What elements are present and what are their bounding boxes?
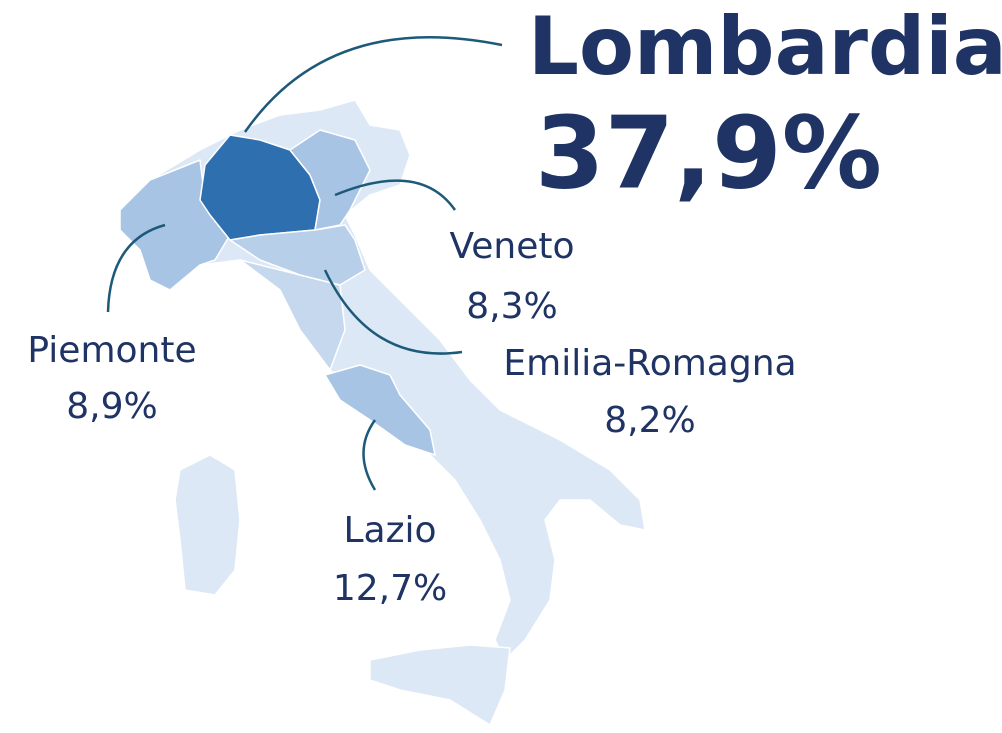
italy-map: [119, 99, 646, 726]
sardegna: [174, 454, 241, 596]
leader-lines: [106, 35, 503, 491]
region-name: Veneto: [449, 226, 574, 267]
region-name: Lazio: [343, 510, 436, 551]
sicilia: [369, 644, 511, 726]
region-share: 8,9%: [66, 386, 157, 427]
region-share: 8,3%: [466, 286, 557, 327]
region-name: Piemonte: [27, 330, 196, 371]
veneto: [289, 129, 371, 231]
region-share: 8,2%: [604, 400, 695, 441]
region-name: Lombardia: [528, 0, 1002, 93]
region-share: 37,9%: [535, 94, 882, 211]
emilia-romagna: [229, 224, 366, 286]
lazio: [324, 364, 436, 456]
leader-line: [362, 419, 377, 491]
leader-line: [243, 35, 503, 133]
leader-line: [334, 179, 457, 211]
leader-line: [106, 223, 166, 313]
region-name: Emilia-Romagna: [503, 343, 796, 384]
region-share: 12,7%: [333, 568, 447, 609]
leader-line: [323, 269, 463, 355]
